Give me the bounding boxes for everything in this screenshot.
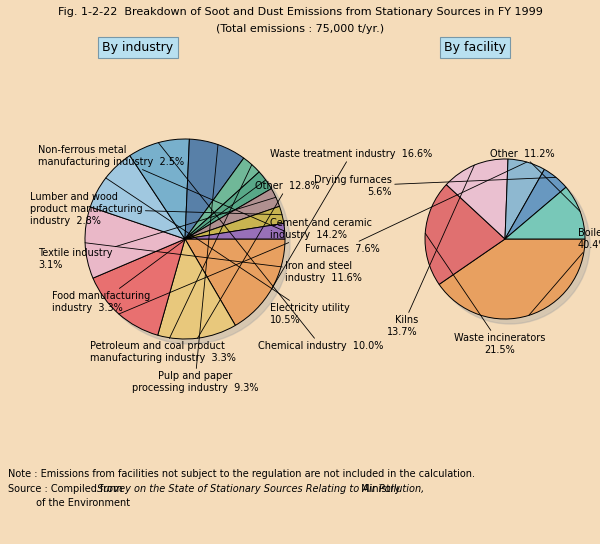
Text: Chemical industry  10.0%: Chemical industry 10.0%	[158, 143, 383, 351]
Wedge shape	[93, 239, 185, 335]
Wedge shape	[130, 139, 190, 239]
Text: Lumber and wood
product manufacturing
industry  2.8%: Lumber and wood product manufacturing in…	[30, 193, 282, 226]
Text: Iron and steel
industry  11.6%: Iron and steel industry 11.6%	[85, 243, 362, 283]
Text: Survey on the State of Stationary Sources Relating to Air Pollution,: Survey on the State of Stationary Source…	[97, 484, 424, 494]
Text: By facility: By facility	[444, 41, 506, 54]
Wedge shape	[158, 239, 235, 339]
Text: Pulp and paper
processing industry  9.3%: Pulp and paper processing industry 9.3%	[132, 145, 258, 393]
Wedge shape	[185, 139, 244, 239]
Text: Other  11.2%: Other 11.2%	[490, 149, 580, 212]
Text: Ministry: Ministry	[358, 484, 400, 494]
Text: Petroleum and coal product
manufacturing industry  3.3%: Petroleum and coal product manufacturing…	[90, 165, 252, 363]
Wedge shape	[85, 207, 185, 278]
Text: (Total emissions : 75,000 t/yr.): (Total emissions : 75,000 t/yr.)	[216, 24, 384, 34]
Wedge shape	[185, 224, 285, 239]
Wedge shape	[505, 159, 544, 239]
Text: Food manufacturing
industry  3.3%: Food manufacturing industry 3.3%	[52, 180, 266, 313]
Wedge shape	[185, 172, 271, 239]
Circle shape	[90, 144, 290, 344]
Text: Other  12.8%: Other 12.8%	[197, 181, 320, 338]
Wedge shape	[185, 158, 259, 239]
Text: Non-ferrous metal
manufacturing industry  2.5%: Non-ferrous metal manufacturing industry…	[38, 145, 284, 231]
Wedge shape	[90, 156, 185, 239]
Text: Kilns
13.7%: Kilns 13.7%	[388, 165, 475, 337]
Text: Fig. 1-2-22  Breakdown of Soot and Dust Emissions from Stationary Sources in FY : Fig. 1-2-22 Breakdown of Soot and Dust E…	[58, 7, 542, 17]
Text: Waste treatment industry  16.6%: Waste treatment industry 16.6%	[270, 149, 432, 289]
Text: By industry: By industry	[103, 41, 173, 54]
Text: Electricity utility
10.5%: Electricity utility 10.5%	[106, 178, 350, 325]
Wedge shape	[185, 189, 280, 239]
Wedge shape	[446, 159, 508, 239]
Wedge shape	[185, 239, 285, 325]
Text: Waste incinerators
21.5%: Waste incinerators 21.5%	[425, 233, 545, 355]
Text: Note : Emissions from facilities not subject to the regulation are not included : Note : Emissions from facilities not sub…	[8, 469, 475, 479]
Wedge shape	[505, 169, 566, 239]
Text: Textile industry
3.1%: Textile industry 3.1%	[38, 197, 276, 270]
Wedge shape	[505, 187, 585, 239]
Text: Boilers
40.4%: Boilers 40.4%	[529, 228, 600, 316]
Circle shape	[430, 164, 590, 324]
Text: of the Environment: of the Environment	[8, 498, 130, 508]
Wedge shape	[439, 239, 585, 319]
Text: Source : Compiled from: Source : Compiled from	[8, 484, 125, 494]
Wedge shape	[185, 206, 284, 239]
Text: Furnaces  7.6%: Furnaces 7.6%	[305, 162, 527, 254]
Text: Drying furnaces
5.6%: Drying furnaces 5.6%	[314, 175, 556, 197]
Text: Cement and ceramic
industry  14.2%: Cement and ceramic industry 14.2%	[119, 218, 372, 314]
Wedge shape	[425, 184, 505, 285]
